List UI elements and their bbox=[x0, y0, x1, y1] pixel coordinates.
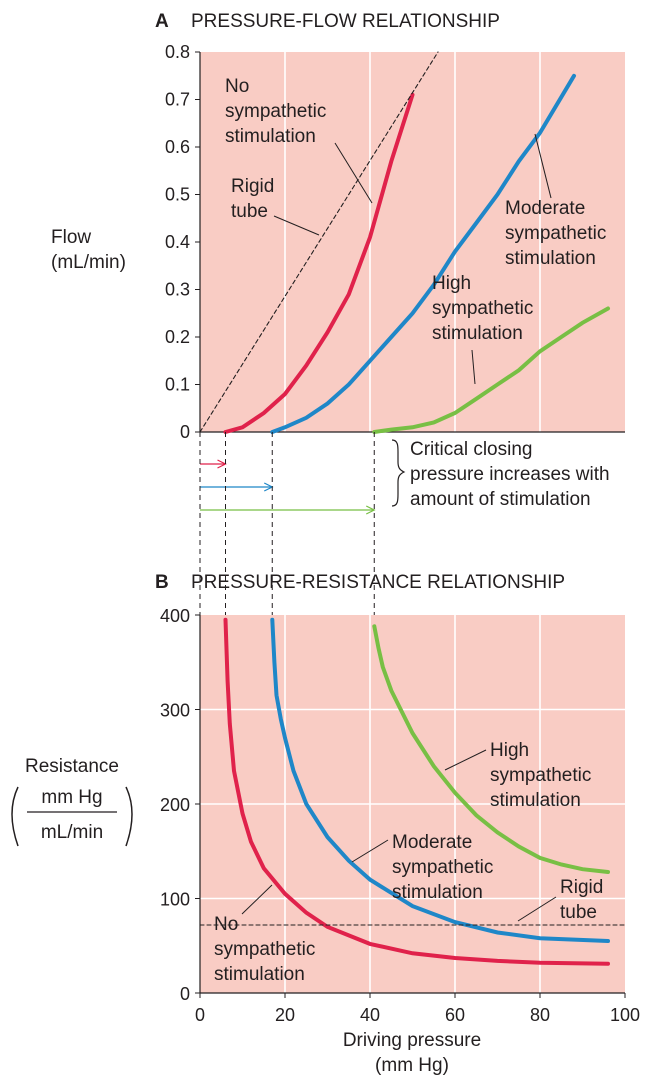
x-tick-label: 40 bbox=[360, 1005, 380, 1025]
panel-a-tick-labels: 0 0.1 0.2 0.3 0.4 0.5 0.6 0.7 0.8 bbox=[165, 42, 190, 442]
series-line-moderate-sympathetic-stimulation bbox=[270, 73, 576, 434]
y-tick-label: 0.8 bbox=[165, 42, 190, 62]
closing-pressure-arrowhead bbox=[365, 505, 376, 515]
annotation-moderate-sympathetic: Moderate bbox=[392, 832, 472, 853]
annotation-rigid-tube: Rigid bbox=[560, 877, 603, 898]
closing-pressure-note: amount of stimulation bbox=[410, 489, 591, 510]
y-tick-label: 0.6 bbox=[165, 137, 190, 157]
panel-b-axes bbox=[195, 614, 626, 998]
annotation-no-sympathetic: stimulation bbox=[214, 964, 305, 985]
panel-a-series bbox=[199, 51, 610, 434]
series-line-no-sympathetic-stimulation bbox=[223, 617, 610, 966]
y-tick-label: 400 bbox=[160, 606, 190, 626]
leader-line bbox=[273, 215, 320, 236]
leader-line bbox=[351, 839, 389, 863]
annotation-moderate-sympathetic: stimulation bbox=[392, 882, 483, 903]
panel-a-letter: A bbox=[155, 11, 169, 32]
panel-b-grid bbox=[200, 615, 625, 993]
annotation-rigid-tube: tube bbox=[560, 902, 597, 923]
x-axis-label-line: Driving pressure bbox=[343, 1030, 481, 1051]
y-axis-label-numerator: mm Hg bbox=[41, 787, 102, 808]
panel-b-series bbox=[199, 617, 626, 966]
left-parenthesis bbox=[11, 786, 19, 847]
panel-a-y-axis-label: Flow (mL/min) bbox=[51, 227, 126, 273]
annotation-no-sympathetic: stimulation bbox=[225, 126, 316, 147]
y-axis-label-line: Flow bbox=[51, 227, 91, 248]
y-tick-label: 0.5 bbox=[165, 185, 190, 205]
y-tick-label: 0.7 bbox=[165, 90, 190, 110]
leader-line bbox=[444, 749, 487, 771]
y-axis-label-denominator: mL/min bbox=[41, 822, 103, 843]
right-parenthesis bbox=[125, 786, 133, 847]
annotation-high-sympathetic: stimulation bbox=[490, 790, 581, 811]
closing-pressure-brace bbox=[391, 439, 406, 507]
annotation-no-sympathetic: No bbox=[225, 76, 249, 97]
panel-b-letter: B bbox=[155, 572, 169, 593]
annotation-high-sympathetic: stimulation bbox=[432, 323, 523, 344]
series-line-no-sympathetic-stimulation bbox=[223, 92, 415, 434]
panel-a-title: PRESSURE-FLOW RELATIONSHIP bbox=[191, 11, 500, 32]
y-tick-label: 0.1 bbox=[165, 375, 190, 395]
series-line-rigid-tube bbox=[199, 51, 439, 433]
panel-a-plot-area bbox=[200, 52, 625, 432]
annotation-moderate-sympathetic: sympathetic bbox=[392, 857, 493, 878]
closing-pressure-drop-lines bbox=[199, 432, 375, 615]
annotation-rigid-tube: Rigid bbox=[231, 176, 274, 197]
series-line-high-sympathetic-stimulation bbox=[372, 306, 610, 434]
annotation-high-sympathetic: High bbox=[490, 740, 529, 761]
x-tick-label: 80 bbox=[530, 1005, 550, 1025]
annotation-high-sympathetic: sympathetic bbox=[432, 298, 533, 319]
annotation-moderate-sympathetic: sympathetic bbox=[505, 223, 606, 244]
leader-line bbox=[534, 133, 552, 199]
annotation-no-sympathetic: sympathetic bbox=[225, 101, 326, 122]
annotation-moderate-sympathetic: Moderate bbox=[505, 198, 585, 219]
panel-a-annotations: No sympathetic stimulation Rigid tube Moderat… bbox=[225, 76, 606, 385]
y-tick-label: 0.2 bbox=[165, 327, 190, 347]
critical-closing-pressure-arrows: Critical closing pressure increases with a… bbox=[200, 439, 610, 515]
annotation-no-sympathetic: No bbox=[214, 914, 238, 935]
panel-b-tick-labels: 0 100 200 300 400 0 20 40 60 80 100 bbox=[160, 606, 640, 1025]
y-tick-label: 0.4 bbox=[165, 232, 190, 252]
annotation-rigid-tube: tube bbox=[231, 201, 268, 222]
y-tick-label: 300 bbox=[160, 701, 190, 721]
x-tick-label: 20 bbox=[275, 1005, 295, 1025]
panel-b-y-axis-label: Resistance mm Hg mL/min bbox=[11, 756, 133, 847]
annotation-no-sympathetic: sympathetic bbox=[214, 939, 315, 960]
x-axis-label-line: (mm Hg) bbox=[375, 1055, 449, 1076]
panel-a-pressure-flow: A PRESSURE-FLOW RELATIONSHIP 00.10.20.30… bbox=[51, 11, 625, 515]
x-tick-label: 0 bbox=[195, 1005, 205, 1025]
y-axis-label-line: (mL/min) bbox=[51, 252, 126, 273]
annotation-moderate-sympathetic: stimulation bbox=[505, 248, 596, 269]
closing-pressure-note: Critical closing bbox=[410, 439, 532, 460]
x-tick-label: 100 bbox=[610, 1005, 640, 1025]
y-tick-label: 100 bbox=[160, 890, 190, 910]
y-tick-label: 0 bbox=[180, 422, 190, 442]
panel-b-title: PRESSURE-RESISTANCE RELATIONSHIP bbox=[191, 572, 565, 593]
leader-line bbox=[471, 349, 476, 385]
y-tick-label: 0.3 bbox=[165, 280, 190, 300]
closing-pressure-note: pressure increases with bbox=[410, 464, 610, 485]
annotation-high-sympathetic: sympathetic bbox=[490, 765, 591, 786]
x-tick-label: 60 bbox=[445, 1005, 465, 1025]
panel-b-annotations: No sympathetic stimulation Moderate sympathe… bbox=[214, 740, 603, 985]
y-axis-label-main: Resistance bbox=[25, 756, 119, 777]
leader-line bbox=[517, 896, 557, 922]
leader-line bbox=[334, 142, 373, 204]
panel-b-pressure-resistance: B PRESSURE-RESISTANCE RELATIONSHIP 0 100 2… bbox=[11, 572, 640, 1076]
series-line-high-sympathetic-stimulation bbox=[372, 624, 610, 874]
y-tick-label: 200 bbox=[160, 795, 190, 815]
leader-line bbox=[241, 884, 273, 915]
panel-b-x-axis-label: Driving pressure (mm Hg) bbox=[343, 1030, 481, 1076]
series-line-moderate-sympathetic-stimulation bbox=[270, 617, 610, 943]
y-tick-label: 0 bbox=[180, 984, 190, 1004]
annotation-high-sympathetic: High bbox=[432, 273, 471, 294]
